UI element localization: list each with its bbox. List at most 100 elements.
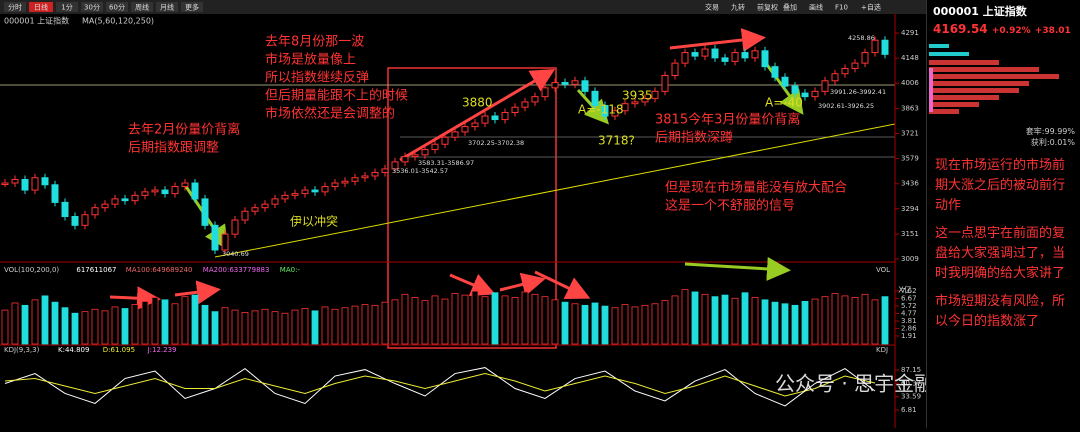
tool-button[interactable]: F10 bbox=[835, 4, 848, 12]
price-label: 4258.86 bbox=[848, 34, 875, 42]
volume-bar bbox=[421, 300, 429, 345]
candle bbox=[641, 97, 649, 103]
candle bbox=[461, 126, 469, 133]
candle bbox=[361, 175, 369, 179]
volume-bar bbox=[801, 301, 809, 345]
tab-label[interactable]: 日线 bbox=[34, 3, 48, 12]
tab[interactable] bbox=[106, 2, 128, 12]
panel-tag: KDJ bbox=[876, 346, 888, 354]
volume-bar bbox=[351, 305, 359, 345]
profile-bar bbox=[929, 95, 999, 100]
tab-label[interactable]: 周线 bbox=[135, 3, 149, 12]
indicator-header: MA0:- bbox=[280, 266, 301, 274]
tab-label[interactable]: 30分 bbox=[84, 3, 100, 12]
y-tick-label: 6.81 bbox=[901, 406, 917, 414]
y-tick-label: 4148 bbox=[901, 54, 919, 62]
volume-bar bbox=[131, 304, 139, 345]
y-tick-label: 33.59 bbox=[901, 393, 921, 401]
candle bbox=[161, 189, 169, 195]
price-label: 3040.69 bbox=[222, 250, 249, 258]
annotation: 后期指数深蹲 bbox=[655, 131, 733, 146]
annotation: 3718? bbox=[598, 134, 635, 148]
y-tick-label: 4291 bbox=[901, 29, 919, 37]
arrow bbox=[174, 280, 221, 305]
candle bbox=[241, 210, 249, 221]
volume-bar bbox=[761, 299, 769, 345]
volume-bar bbox=[361, 304, 369, 345]
volume-bar bbox=[461, 294, 469, 345]
candle bbox=[661, 74, 669, 92]
candle bbox=[521, 101, 529, 108]
candle bbox=[131, 194, 139, 202]
y-tick-label: 4.77 bbox=[901, 309, 917, 317]
volume-bar bbox=[481, 296, 489, 345]
comment: 这一点思宇在前面的复盘给大家强调过了，当时我明确的给大家讲了 bbox=[935, 226, 1066, 281]
tab[interactable] bbox=[181, 2, 203, 12]
annotation: 3815今年3月份量价背离 bbox=[655, 112, 800, 128]
volume-bar bbox=[101, 310, 109, 345]
candle bbox=[231, 219, 239, 235]
candle bbox=[751, 50, 759, 59]
volume-bar bbox=[561, 301, 569, 345]
y-tick-label: 3436 bbox=[901, 180, 919, 188]
tab-label[interactable]: 分时 bbox=[8, 3, 22, 12]
tab-label[interactable]: 更多 bbox=[185, 3, 199, 12]
profile-bar bbox=[929, 81, 1029, 86]
candle bbox=[201, 198, 209, 226]
candle bbox=[561, 82, 569, 85]
kdj-line bbox=[4, 373, 876, 397]
price-label: 3991.26-3992.41 bbox=[830, 88, 886, 96]
profile-bar bbox=[929, 109, 959, 114]
indicator-header: KDJ(9,3,3) bbox=[4, 346, 40, 354]
highlight-box bbox=[387, 67, 557, 349]
indicator-header: MA200:633779883 bbox=[203, 266, 270, 274]
indicator-header: D:61.095 bbox=[103, 346, 135, 354]
tool-button[interactable]: 叠加 bbox=[783, 3, 797, 12]
candle bbox=[61, 201, 69, 218]
tool-button[interactable]: 前复权 bbox=[757, 3, 778, 12]
candle bbox=[291, 193, 299, 196]
tab-label[interactable]: 60分 bbox=[109, 3, 125, 12]
y-tick-label: 3721 bbox=[901, 129, 919, 137]
annotation: 去年8月份那一波 bbox=[265, 35, 364, 50]
candle bbox=[441, 136, 449, 145]
tab[interactable] bbox=[81, 2, 103, 12]
candle bbox=[581, 80, 589, 92]
tab-label[interactable]: 1分 bbox=[61, 3, 72, 12]
y-tick-label: 4006 bbox=[901, 79, 919, 87]
tab[interactable] bbox=[156, 2, 178, 12]
volume-bar bbox=[111, 306, 119, 345]
tab[interactable] bbox=[29, 2, 53, 12]
side-panel: 000001 上证指数 4169.54 +0.92% +38.01 套牢:99.… bbox=[926, 0, 1080, 428]
tab[interactable] bbox=[131, 2, 153, 12]
tool-button[interactable]: 画线 bbox=[809, 3, 823, 12]
volume-bar bbox=[451, 293, 459, 345]
candle bbox=[671, 62, 679, 76]
indicator-header: VOL(100,200,0) bbox=[4, 266, 59, 274]
candle bbox=[351, 177, 359, 182]
volume-bar bbox=[641, 304, 649, 345]
tab-label[interactable]: 月线 bbox=[160, 3, 174, 12]
arrow bbox=[109, 286, 161, 311]
annotation: 但后期量能跟不上的时候 bbox=[265, 88, 408, 104]
tool-button[interactable]: +自选 bbox=[861, 3, 881, 12]
volume-bar bbox=[21, 304, 29, 345]
volume-bar bbox=[811, 298, 819, 345]
tool-button[interactable]: 交易 bbox=[705, 3, 719, 12]
tool-button[interactable]: 九转 bbox=[731, 3, 745, 12]
volume-bar bbox=[521, 291, 529, 345]
candle bbox=[571, 80, 579, 85]
profile-bar bbox=[929, 74, 1059, 79]
tab[interactable] bbox=[4, 2, 26, 12]
volume-bar bbox=[611, 307, 619, 345]
candle bbox=[481, 115, 489, 124]
candle bbox=[651, 90, 659, 99]
annotation: 去年2月份量价背离 bbox=[128, 122, 240, 138]
volume-bar bbox=[771, 301, 779, 345]
tab[interactable] bbox=[56, 2, 78, 12]
volume-bar bbox=[731, 297, 739, 345]
volume-bar bbox=[41, 295, 49, 345]
candle bbox=[331, 182, 339, 188]
volume-bar bbox=[271, 311, 279, 345]
volume-bar bbox=[81, 311, 89, 345]
